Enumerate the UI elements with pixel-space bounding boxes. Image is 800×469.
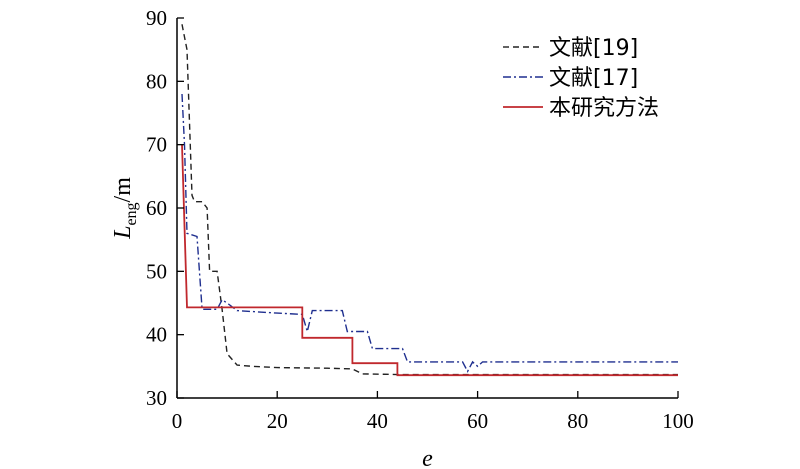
y-tick-label: 40 [146,323,167,347]
y-tick-label: 80 [146,69,167,93]
axis-titles: e Leng/m [110,177,433,469]
x-tick-label: 0 [172,409,183,433]
series-layer [181,24,678,377]
y-tick-label: 90 [146,6,167,30]
tick-labels: 30 40 50 60 70 80 90 0 20 40 60 80 100 [146,6,694,433]
x-axis-title: e [422,446,433,469]
legend-label-2: 文献[17] [549,66,638,91]
x-tick-label: 40 [367,409,388,433]
y-axis-title: Leng/m [110,177,140,240]
series-line-2 [181,93,678,373]
series-line-1 [181,24,678,376]
legend-label-1: 文献[19] [549,36,638,61]
x-tick-label: 80 [567,409,588,433]
legend-label-3: 本研究方法 [549,96,659,121]
y-tick-label: 60 [146,196,167,220]
y-tick-label: 70 [146,133,167,157]
axes [176,17,679,399]
y-tick-label: 50 [146,259,167,283]
legend: 文献[19] 文献[17] 本研究方法 [503,36,659,121]
x-tick-label: 20 [267,409,288,433]
series-line-3 [181,144,678,377]
x-tick-label: 60 [467,409,488,433]
y-tick-label: 30 [146,386,167,410]
x-tick-label: 100 [662,409,694,433]
